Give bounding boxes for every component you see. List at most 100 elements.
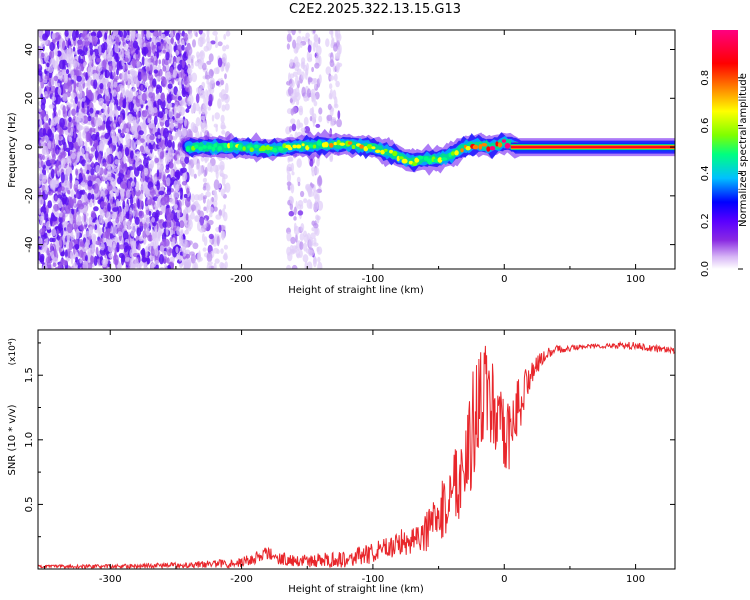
noise-speck — [64, 49, 69, 57]
noise-speck — [137, 111, 140, 118]
ridge-hotspot — [392, 150, 398, 157]
noise-speck — [104, 55, 107, 60]
noise-speck — [290, 162, 294, 173]
ridge-hotspot — [437, 157, 443, 163]
noise-speck — [75, 228, 80, 240]
noise-speck — [166, 257, 170, 264]
ridge-hotspot — [194, 144, 199, 149]
noise-speck — [70, 98, 74, 103]
noise-speck — [73, 131, 77, 139]
noise-speck — [187, 34, 193, 39]
noise-speck — [308, 249, 315, 257]
noise-speck — [143, 236, 146, 245]
noise-speck — [107, 183, 113, 191]
noise-speck — [194, 194, 200, 201]
noise-speck — [314, 167, 319, 175]
noise-speck — [194, 262, 197, 269]
noise-speck — [61, 69, 67, 75]
noise-speck — [105, 96, 110, 106]
noise-speck — [49, 51, 52, 59]
noise-speck — [88, 226, 93, 234]
noise-speck — [123, 242, 129, 250]
noise-speck — [46, 264, 52, 269]
noise-speck — [81, 107, 86, 113]
noise-speck — [191, 72, 198, 83]
ridge-hotspot — [305, 145, 310, 151]
noise-speck — [49, 57, 55, 68]
noise-speck — [297, 210, 304, 216]
noise-speck — [70, 254, 74, 265]
noise-speck — [72, 30, 77, 42]
noise-speck — [172, 190, 179, 200]
noise-speck — [144, 187, 150, 198]
noise-speck — [166, 264, 172, 269]
noise-speck — [196, 51, 200, 58]
noise-speck — [209, 238, 213, 244]
noise-speck — [112, 207, 119, 212]
ridge-hotspot — [339, 142, 346, 146]
noise-speck — [75, 112, 81, 123]
noise-speck — [40, 206, 47, 214]
noise-speck — [60, 157, 66, 168]
snr-x-tick-label: -100 — [362, 574, 385, 585]
noise-speck — [148, 210, 152, 216]
snr-y-tick-label: 0.5 — [24, 496, 35, 512]
noise-speck — [116, 201, 122, 206]
noise-speck — [78, 184, 82, 192]
noise-speck — [127, 113, 133, 123]
noise-speck — [157, 163, 161, 171]
heatmap-x-tick-label: -100 — [362, 274, 385, 285]
noise-speck — [99, 209, 105, 219]
noise-speck — [291, 123, 297, 132]
noise-speck — [144, 57, 150, 67]
noise-speck — [170, 122, 175, 129]
noise-speck — [58, 263, 63, 269]
noise-speck — [57, 194, 63, 199]
noise-speck — [315, 45, 322, 56]
noise-speck — [53, 248, 57, 257]
noise-speck — [300, 127, 306, 132]
noise-speck — [175, 32, 181, 41]
snr-x-axis: -300 -200 -100 0 100 — [44, 330, 645, 585]
noise-speck — [164, 30, 170, 35]
ridge-hotspot — [427, 158, 433, 164]
noise-speck — [116, 68, 119, 76]
noise-speck — [113, 71, 116, 81]
noise-speck — [178, 117, 184, 124]
noise-speck — [313, 200, 319, 212]
noise-speck — [43, 91, 48, 97]
noise-speck — [68, 110, 72, 119]
noise-speck — [70, 69, 75, 79]
noise-speck — [221, 208, 226, 218]
noise-speck — [201, 81, 206, 89]
heatmap-x-tick-label: -300 — [99, 274, 122, 285]
noise-speck — [329, 155, 334, 163]
noise-speck — [309, 158, 314, 167]
noise-speck — [82, 248, 87, 253]
noise-speck — [76, 75, 82, 82]
noise-speck — [79, 58, 84, 64]
noise-speck — [63, 81, 70, 90]
ridge-hotspot — [296, 144, 302, 149]
noise-speck — [50, 168, 55, 179]
noise-speck — [139, 193, 144, 200]
noise-speck — [143, 214, 148, 220]
noise-speck — [299, 233, 305, 241]
ridge-hotspot — [242, 146, 246, 151]
noise-speck — [87, 180, 93, 187]
noise-speck — [70, 152, 76, 160]
noise-speck — [110, 225, 114, 234]
noise-speck — [104, 117, 108, 122]
noise-speck — [159, 266, 165, 269]
noise-speck — [51, 228, 57, 237]
noise-speck — [179, 220, 185, 229]
noise-speck — [215, 80, 220, 86]
noise-speck — [190, 204, 196, 211]
noise-speck — [130, 264, 135, 269]
noise-speck — [75, 256, 78, 262]
noise-speck — [336, 62, 341, 71]
noise-speck — [102, 112, 106, 122]
noise-speck — [160, 197, 167, 206]
noise-speck — [43, 145, 49, 155]
noise-speck — [176, 105, 183, 113]
